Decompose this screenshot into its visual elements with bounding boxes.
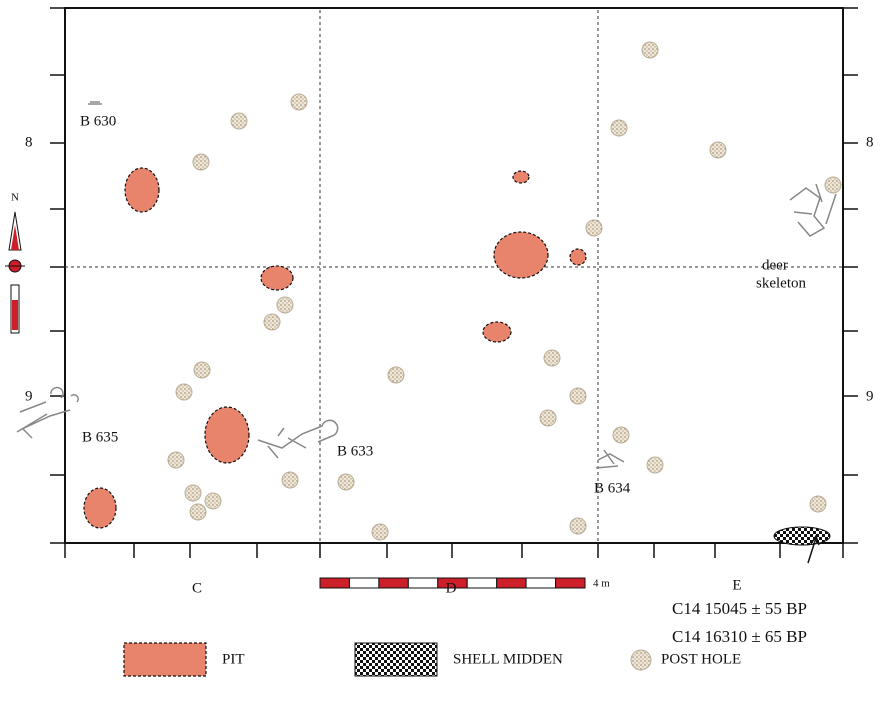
scale-segment: [348, 577, 380, 589]
burial-label: B 634: [594, 480, 631, 496]
post-hole: [824, 176, 842, 194]
column-label: C: [192, 580, 202, 596]
row-label: 9: [25, 388, 33, 404]
scale-segment: [407, 577, 439, 589]
post-hole: [184, 484, 202, 502]
skeleton: [16, 386, 79, 439]
post-hole: [610, 119, 628, 137]
post-hole: [641, 41, 659, 59]
legend-label: POST HOLE: [661, 651, 741, 667]
ticks: [50, 7, 858, 558]
post-hole: [175, 383, 193, 401]
skeleton: [257, 419, 339, 459]
post-hole: [387, 366, 405, 384]
row-label: 9: [866, 388, 874, 404]
pits: [83, 167, 587, 529]
row-label: 8: [25, 134, 33, 150]
burial-label: B 630: [80, 113, 116, 129]
post-hole: [809, 495, 827, 513]
skeletons: [16, 101, 837, 469]
scale-segment: [466, 577, 498, 589]
pit: [204, 406, 250, 464]
post-hole: [709, 141, 727, 159]
scale-segment: [496, 577, 527, 589]
post-hole: [189, 503, 207, 521]
skeleton: [789, 183, 837, 237]
column-label: E: [732, 577, 741, 593]
post-hole: [263, 313, 281, 331]
pit: [569, 248, 587, 266]
post-hole: [646, 456, 664, 474]
post-hole: [585, 219, 603, 237]
post-hole: [193, 361, 211, 379]
legend: PIT SHELL MIDDEN POST HOLE: [123, 642, 741, 677]
post-hole: [167, 451, 185, 469]
frame: [64, 7, 844, 544]
post-hole: [281, 471, 299, 489]
legend-midden-swatch: [354, 642, 438, 677]
pit: [512, 170, 530, 184]
pit: [482, 321, 512, 343]
labels: 8 8 9 9 C D E B 630 B 635 B 633 B 634 de…: [25, 113, 874, 645]
legend-hole-swatch: [630, 649, 652, 671]
post-hole: [192, 153, 210, 171]
pit: [124, 167, 160, 213]
pit: [83, 487, 117, 529]
plan-area: [64, 7, 844, 544]
arrow: [807, 534, 820, 564]
post-hole: [371, 523, 389, 541]
post-hole: [539, 409, 557, 427]
post-hole: [290, 93, 308, 111]
post-hole: [337, 473, 355, 491]
date-label: C14 16310 ± 65 BP: [672, 627, 807, 646]
deer-label: deer: [762, 257, 788, 273]
burial-label: B 633: [337, 443, 373, 459]
scale-segment: [319, 577, 350, 589]
north-arrow: N: [5, 192, 25, 334]
scale-bar: [319, 577, 586, 589]
post-hole: [204, 492, 222, 510]
pit: [493, 231, 549, 279]
date-label: C14 15045 ± 55 BP: [672, 599, 807, 618]
row-label: 8: [866, 134, 874, 150]
post-holes: [167, 41, 842, 541]
scale-segment: [378, 577, 409, 589]
burial-label: B 635: [82, 429, 118, 445]
post-hole: [230, 112, 248, 130]
legend-label: SHELL MIDDEN: [453, 651, 563, 667]
column-label: D: [446, 580, 457, 596]
legend-label: PIT: [222, 651, 245, 667]
skeleton: [595, 449, 625, 469]
scale-segment: [525, 577, 557, 589]
legend-pit-swatch: [123, 642, 207, 677]
post-hole: [612, 426, 630, 444]
scale-segment: [555, 577, 586, 589]
scale-label: 4 m: [593, 578, 610, 590]
pit: [260, 265, 294, 291]
post-hole: [276, 296, 294, 314]
post-hole: [569, 387, 587, 405]
deer-label: skeleton: [756, 275, 806, 291]
north-label: N: [11, 192, 19, 204]
post-hole: [569, 517, 587, 535]
shell-midden: [773, 526, 831, 546]
skeleton: [88, 101, 102, 105]
post-hole: [543, 349, 561, 367]
